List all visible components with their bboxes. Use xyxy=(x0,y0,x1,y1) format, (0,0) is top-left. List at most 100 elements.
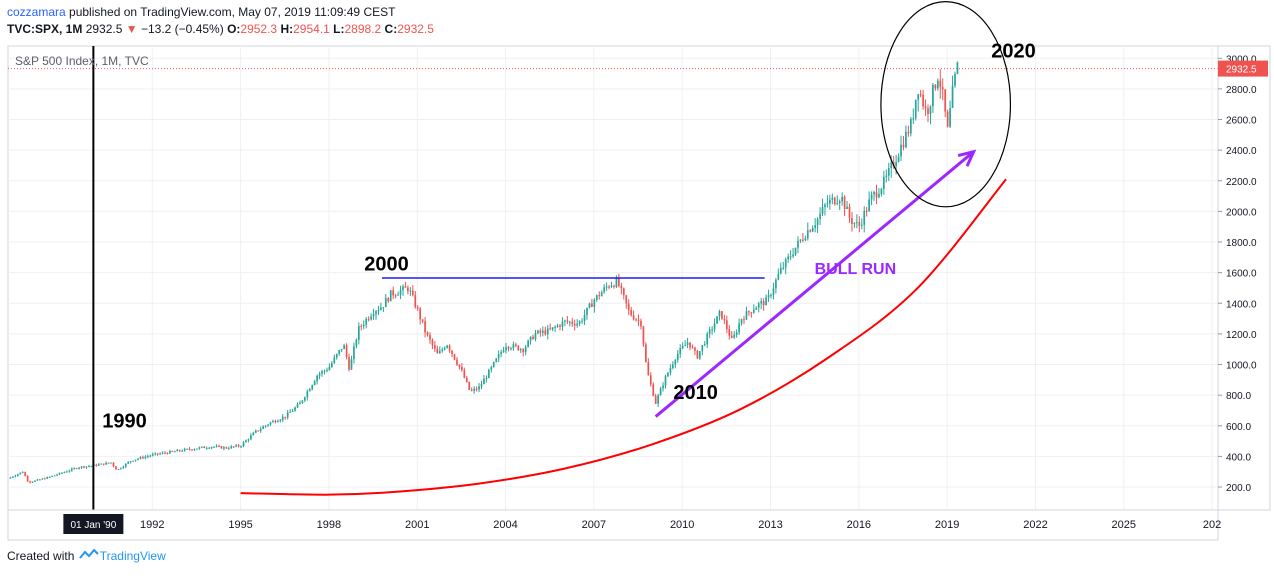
candle-body xyxy=(519,349,522,351)
candle-body xyxy=(676,353,679,361)
candle-body xyxy=(414,295,417,308)
candle-body xyxy=(362,324,365,327)
candle-body xyxy=(909,118,912,134)
candle-body xyxy=(264,425,267,427)
candle-body xyxy=(31,481,34,483)
trend-curve xyxy=(240,178,1007,496)
candle-body xyxy=(735,332,738,335)
candle-body xyxy=(919,94,922,96)
candle-body xyxy=(83,466,85,468)
candle-body xyxy=(762,301,765,306)
candle-body xyxy=(802,239,804,241)
candle-body xyxy=(360,326,363,328)
low-value: 2898.2 xyxy=(344,22,382,36)
candle-body xyxy=(794,247,797,255)
candle-body xyxy=(51,475,54,477)
candle-body xyxy=(922,94,924,107)
candle-body xyxy=(826,203,829,205)
candle-body xyxy=(716,316,718,324)
candle-body xyxy=(863,210,866,225)
candle-body xyxy=(169,450,171,454)
candle-body xyxy=(333,357,336,364)
candle-body xyxy=(63,472,66,474)
candle-body xyxy=(792,254,794,257)
candle-body xyxy=(649,375,652,385)
candle-body xyxy=(797,240,799,248)
candle-body xyxy=(914,99,917,119)
candle-body xyxy=(681,346,684,349)
tradingview-brand[interactable]: TradingView xyxy=(99,549,166,563)
candle-body xyxy=(75,468,78,470)
candle-body xyxy=(905,131,907,148)
candle-body xyxy=(407,287,409,292)
candle-body xyxy=(615,278,618,287)
candle-body xyxy=(61,472,63,474)
candle-body xyxy=(205,447,208,449)
candle-body xyxy=(787,256,790,260)
candle-body xyxy=(434,345,436,349)
axes: 200.0 400.0 600.0 800.0 1000.0 1200.0 1400.0 16… xyxy=(7,45,1271,541)
candle-body xyxy=(232,446,235,448)
candle-body xyxy=(193,449,196,451)
candle-body xyxy=(262,426,265,430)
candle-body xyxy=(532,336,534,340)
candle-body xyxy=(399,290,402,295)
candles xyxy=(9,61,959,484)
candle-body xyxy=(348,356,350,370)
candle-body xyxy=(277,421,279,423)
candle-body xyxy=(247,439,250,441)
candle-body xyxy=(878,194,880,198)
candle-body xyxy=(468,381,471,390)
candle-body xyxy=(127,462,130,464)
candle-body xyxy=(48,476,51,478)
change-value: −13.2 (−0.45%) xyxy=(140,22,224,36)
y-tick-label: 1400.0 xyxy=(1226,299,1257,310)
candle-body xyxy=(708,329,711,334)
candle-body xyxy=(26,476,29,482)
candle-body xyxy=(328,367,331,371)
candle-body xyxy=(461,366,463,371)
candle-body xyxy=(105,462,107,465)
author-link[interactable]: cozzamara xyxy=(7,5,66,19)
candle-body xyxy=(586,307,588,315)
candle-body xyxy=(640,320,642,327)
candle-body xyxy=(56,474,58,476)
candle-body xyxy=(858,222,861,226)
candle-body xyxy=(799,239,802,241)
candle-body xyxy=(490,366,493,370)
x-tick-label: 2025 xyxy=(1112,519,1136,531)
candle-body xyxy=(686,342,689,345)
candle-body xyxy=(811,227,814,232)
candle-body xyxy=(679,348,682,354)
candle-body xyxy=(68,470,71,472)
candle-body xyxy=(225,447,228,449)
candle-body xyxy=(522,349,525,353)
candle-body xyxy=(706,333,709,345)
candle-body xyxy=(296,404,299,408)
candle-body xyxy=(24,472,27,477)
candle-body xyxy=(652,384,655,396)
candle-body xyxy=(151,454,154,456)
candle-body xyxy=(895,161,897,167)
candle-body xyxy=(470,389,473,391)
candle-body xyxy=(860,224,863,226)
candle-body xyxy=(257,430,260,432)
candle-body xyxy=(556,325,559,327)
candle-body xyxy=(765,297,767,306)
candle-body xyxy=(654,395,657,404)
y-tick-label: 800.0 xyxy=(1226,391,1251,402)
candle-body xyxy=(210,446,213,448)
candle-body xyxy=(814,225,817,228)
candle-body xyxy=(576,323,579,326)
candle-body xyxy=(203,446,206,449)
candle-body xyxy=(448,345,451,351)
candle-body xyxy=(730,335,733,338)
candle-body xyxy=(775,279,777,289)
candle-body xyxy=(178,449,181,451)
candle-body xyxy=(345,345,348,357)
candle-body xyxy=(124,463,127,467)
x-tick-label: 2010 xyxy=(670,519,694,531)
candle-body xyxy=(770,294,772,296)
